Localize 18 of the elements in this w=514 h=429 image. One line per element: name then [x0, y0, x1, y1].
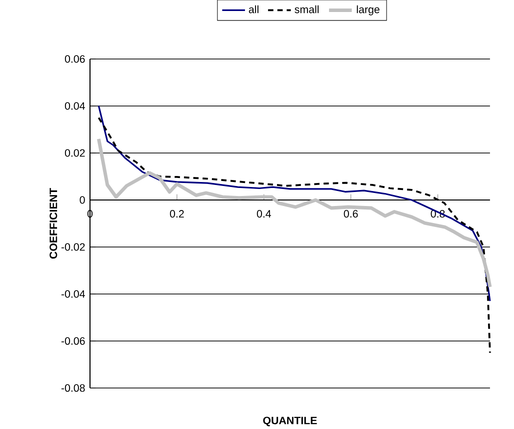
- y-tick-label: -0.08: [61, 384, 85, 392]
- x-axis-title: QUANTILE: [263, 416, 317, 426]
- y-tick-label: 0.02: [64, 149, 85, 157]
- y-tick-label: 0: [80, 196, 85, 204]
- y-axis-title: COEFFICIENT: [50, 188, 58, 259]
- legend-label: large: [356, 5, 380, 16]
- legend-label: small: [294, 5, 319, 14]
- y-tick-label: 0.04: [64, 102, 85, 110]
- y-tick-label: -0.04: [61, 290, 85, 298]
- y-tick-label: 0.06: [64, 55, 85, 63]
- x-tick-label: 0.4: [256, 210, 272, 218]
- y-tick-label: -0.02: [61, 243, 85, 251]
- x-tick-label: 0.6: [344, 210, 358, 218]
- y-tick-label: -0.06: [61, 337, 85, 345]
- legend-label: all: [248, 5, 258, 14]
- line-series: [96, 137, 492, 289]
- x-tick-label: 0.2: [170, 210, 184, 218]
- line-series: [98, 105, 491, 302]
